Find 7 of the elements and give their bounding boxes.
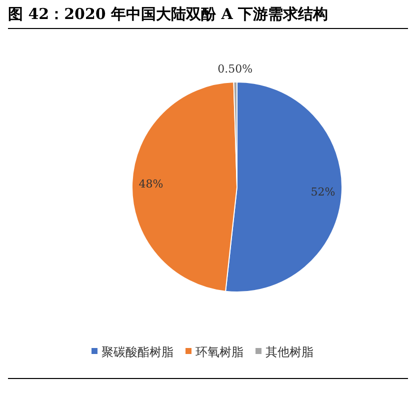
legend-label: 其他树脂 [266, 345, 314, 359]
data-label: 48% [138, 178, 164, 191]
data-label: 0.50% [218, 62, 253, 76]
data-label: 52% [310, 186, 336, 199]
chart-title: 图 42：2020 年中国大陆双酚 A 下游需求结构 [8, 5, 408, 29]
legend-label: 环氧树脂 [196, 345, 244, 359]
legend-label: 聚碳酸酯树脂 [102, 345, 174, 359]
